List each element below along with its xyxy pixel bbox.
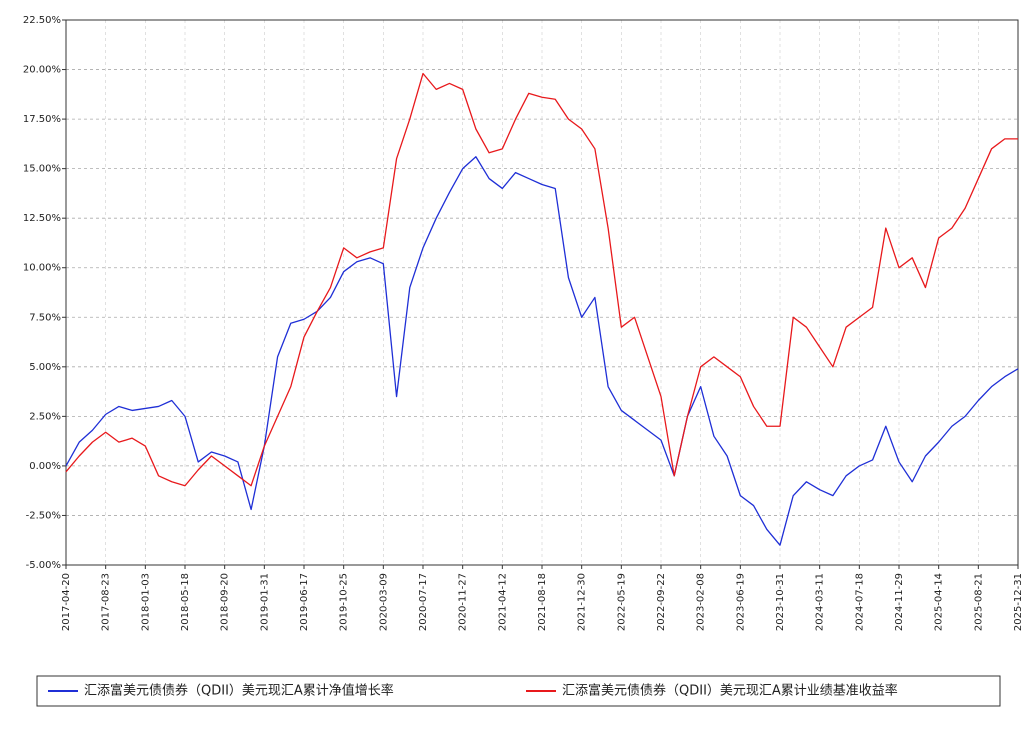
x-tick-label: 2025-12-31 (1013, 573, 1024, 631)
legend-label: 汇添富美元债债券（QDII）美元现汇A累计净值增长率 (84, 683, 394, 699)
x-tick-label: 2022-09-22 (656, 573, 667, 631)
x-tick-label: 2021-12-30 (577, 573, 588, 631)
x-tick-label: 2024-03-11 (815, 573, 826, 631)
y-tick-label: 2.50% (29, 411, 61, 422)
x-tick-label: 2019-10-25 (339, 573, 350, 631)
y-tick-label: 22.50% (23, 15, 61, 26)
x-tick-label: 2017-04-20 (61, 573, 72, 631)
y-tick-label: 15.00% (23, 164, 61, 175)
x-tick-label: 2019-01-31 (259, 573, 270, 631)
x-tick-label: 2025-08-21 (973, 573, 984, 631)
x-tick-label: 2017-08-23 (101, 573, 112, 631)
x-tick-label: 2023-02-08 (696, 573, 707, 631)
x-tick-label: 2023-06-19 (735, 573, 746, 631)
y-tick-label: -5.00% (26, 560, 61, 571)
x-tick-label: 2024-07-18 (854, 573, 865, 631)
x-tick-label: 2019-06-17 (299, 573, 310, 631)
y-tick-label: 10.00% (23, 263, 61, 274)
x-tick-label: 2018-01-03 (140, 573, 151, 631)
y-tick-label: 20.00% (23, 65, 61, 76)
lines (65, 72, 1019, 546)
x-tick-label: 2021-08-18 (537, 573, 548, 631)
x-tick-label: 2020-07-17 (418, 573, 429, 631)
y-tick-label: 12.50% (23, 213, 61, 224)
legend-label: 汇添富美元债债券（QDII）美元现汇A累计业绩基准收益率 (562, 683, 898, 699)
y-tick-label: 5.00% (29, 362, 61, 373)
legend: 汇添富美元债债券（QDII）美元现汇A累计净值增长率 汇添富美元债债券（QDII）… (36, 675, 1001, 707)
x-tick-label: 2020-11-27 (458, 573, 469, 631)
x-tick-label: 2023-10-31 (775, 573, 786, 631)
x-tick-label: 2018-09-20 (220, 573, 231, 631)
legend-box (36, 675, 1001, 707)
y-tick-label: 17.50% (23, 114, 61, 125)
series-line (65, 156, 1019, 546)
x-tick-label: 2025-04-14 (934, 573, 945, 631)
x-tick-label: 2021-04-12 (497, 573, 508, 631)
y-tick-label: -2.50% (26, 510, 61, 521)
y-tick-label: 0.00% (29, 461, 61, 472)
series-line (65, 72, 1018, 487)
x-tick-label: 2022-05-19 (616, 573, 627, 631)
x-tick-label: 2020-03-09 (378, 573, 389, 631)
y-tick-label: 7.50% (29, 312, 61, 323)
x-tick-label: 2018-05-18 (180, 573, 191, 631)
x-tick-label: 2024-11-29 (894, 573, 905, 631)
axes: -5.00% -2.50% 0.00% 2.50% 5.00% 7.50% 10.00% 12… (23, 15, 1024, 631)
